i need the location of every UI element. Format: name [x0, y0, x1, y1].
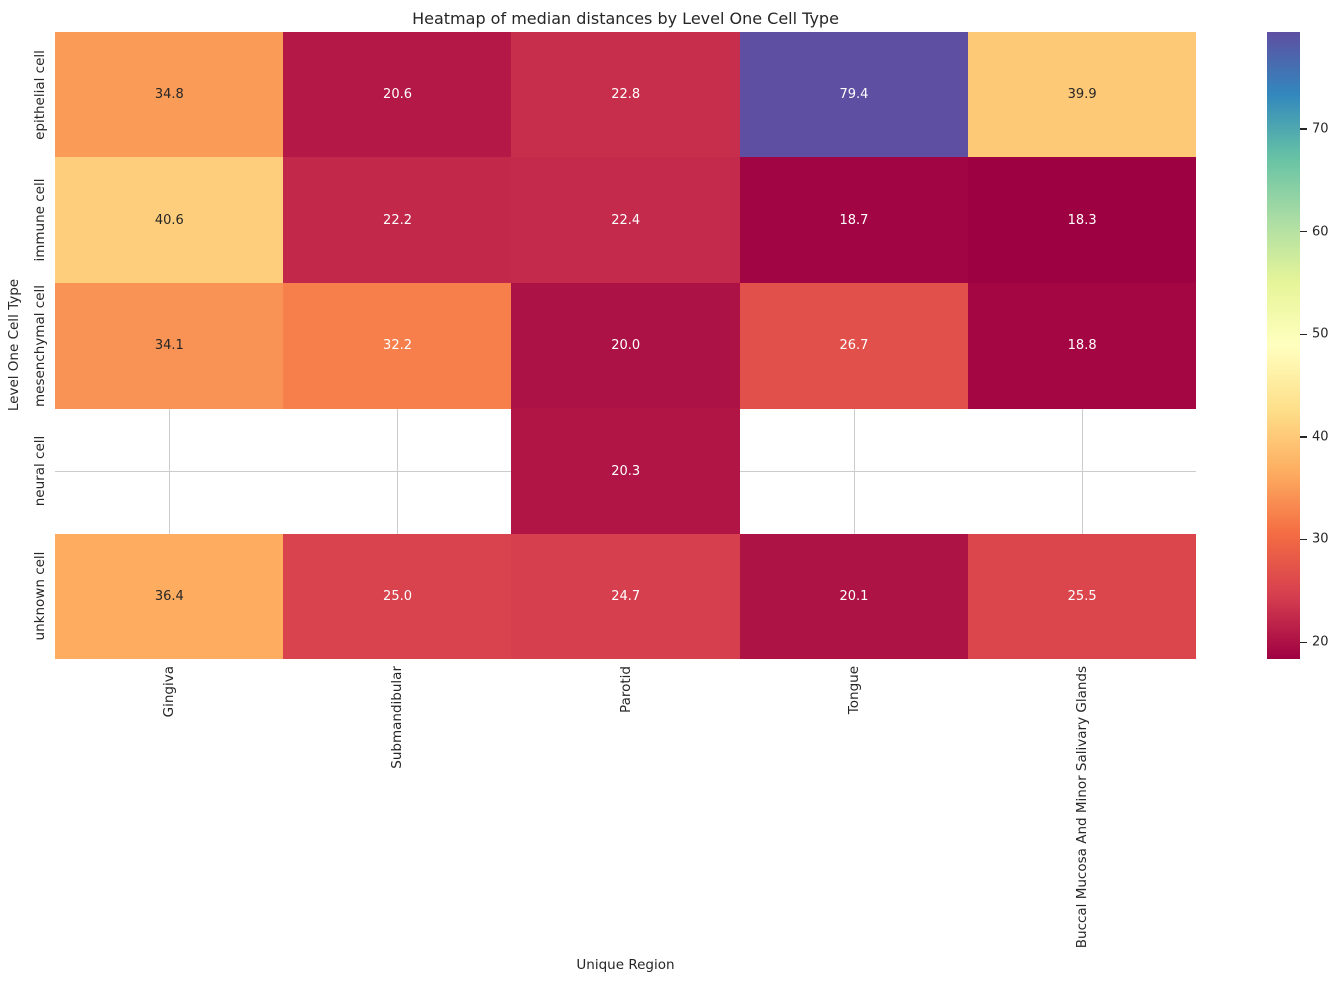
- heatmap-cell: 34.8: [55, 32, 284, 158]
- colorbar-tick-label: 40: [1312, 429, 1329, 445]
- x-tick-label: Buccal Mucosa And Minor Salivary Glands: [1073, 666, 1090, 949]
- y-tick-label: neural cell: [32, 435, 48, 507]
- colorbar-tick: [1300, 231, 1307, 233]
- colorbar-tick-label: 30: [1312, 531, 1329, 547]
- cell-value: 22.8: [611, 87, 641, 103]
- heatmap-cell: 18.8: [967, 282, 1197, 409]
- cell-value: 22.4: [611, 212, 641, 228]
- x-tick-label: Tongue: [845, 666, 862, 715]
- x-tick-label: Parotid: [617, 666, 634, 713]
- heatmap-cell: 25.5: [967, 533, 1197, 660]
- cell-value: 39.9: [1067, 87, 1097, 103]
- y-axis-title: Level One Cell Type: [6, 278, 22, 412]
- heatmap-cell: 34.1: [55, 282, 284, 409]
- heatmap-cell: 22.2: [283, 157, 512, 284]
- colorbar-tick-label: 60: [1312, 224, 1329, 240]
- heatmap-cell: 36.4: [55, 533, 284, 660]
- y-tick-label: epithelial cell: [32, 49, 48, 140]
- heatmap-cell: 20.0: [511, 282, 741, 409]
- cell-value: 25.5: [1067, 589, 1097, 605]
- y-tick-label: immune cell: [32, 178, 48, 262]
- heatmap-axes: 34.8 20.6 22.8 79.4 39.9 40.6 22.2 22.4 18.7 18.3…: [55, 32, 1197, 660]
- heatmap-cell: 18.3: [967, 157, 1197, 284]
- heatmap-cell: 32.2: [283, 282, 512, 409]
- colorbar-tick: [1300, 128, 1307, 130]
- colorbar-tick: [1300, 436, 1307, 438]
- heatmap-cell: 26.7: [739, 282, 969, 409]
- cell-value: 18.8: [1067, 338, 1097, 354]
- colorbar-tick-label: 50: [1312, 326, 1329, 342]
- colorbar-tick: [1300, 641, 1307, 643]
- cell-value: 36.4: [154, 589, 184, 605]
- heatmap-cell: 25.0: [283, 533, 512, 660]
- colorbar-tick: [1300, 333, 1307, 336]
- colorbar-tick-label: 70: [1312, 121, 1329, 137]
- cell-value: 25.0: [383, 589, 412, 605]
- cell-value: 79.4: [839, 87, 869, 103]
- colorbar: [1267, 32, 1300, 659]
- y-tick-label: mesenchymal cell: [32, 284, 48, 407]
- colorbar-tick-label: 20: [1312, 634, 1329, 650]
- heatmap-cell: 22.4: [511, 157, 741, 284]
- cell-value: 20.0: [611, 338, 641, 354]
- colorbar-tick: [1300, 538, 1307, 541]
- heatmap-cell: 20.6: [283, 32, 512, 158]
- cell-value: 40.6: [154, 212, 184, 228]
- x-axis-title: Unique Region: [576, 957, 675, 973]
- cell-value: 34.8: [154, 87, 184, 103]
- cell-value: 22.2: [383, 212, 412, 228]
- heatmap-cell: 79.4: [739, 32, 969, 158]
- heatmap-cell: 18.7: [739, 157, 969, 284]
- cell-value: 18.3: [1067, 212, 1097, 228]
- cell-value: 24.7: [611, 589, 641, 605]
- x-tick-label: Gingiva: [161, 666, 178, 718]
- heatmap-cell: 24.7: [511, 533, 741, 660]
- cell-value: 18.7: [839, 212, 869, 228]
- cell-value: 20.6: [383, 87, 412, 103]
- y-tick-label: unknown cell: [32, 551, 48, 641]
- cell-value: 34.1: [154, 338, 184, 354]
- heatmap-cell: 22.8: [511, 32, 741, 158]
- cell-value: 20.1: [839, 589, 869, 605]
- cell-value: 32.2: [383, 338, 412, 354]
- chart-title: Heatmap of median distances by Level One…: [412, 9, 839, 28]
- cell-value: 20.3: [611, 463, 641, 479]
- heatmap-cell: 39.9: [967, 32, 1197, 158]
- heatmap-cell: 20.1: [739, 533, 969, 660]
- heatmap-cell: 20.3: [511, 408, 741, 535]
- heatmap-cell: 40.6: [55, 157, 284, 284]
- x-tick-label: Submandibular: [389, 666, 406, 769]
- cell-value: 26.7: [839, 338, 869, 354]
